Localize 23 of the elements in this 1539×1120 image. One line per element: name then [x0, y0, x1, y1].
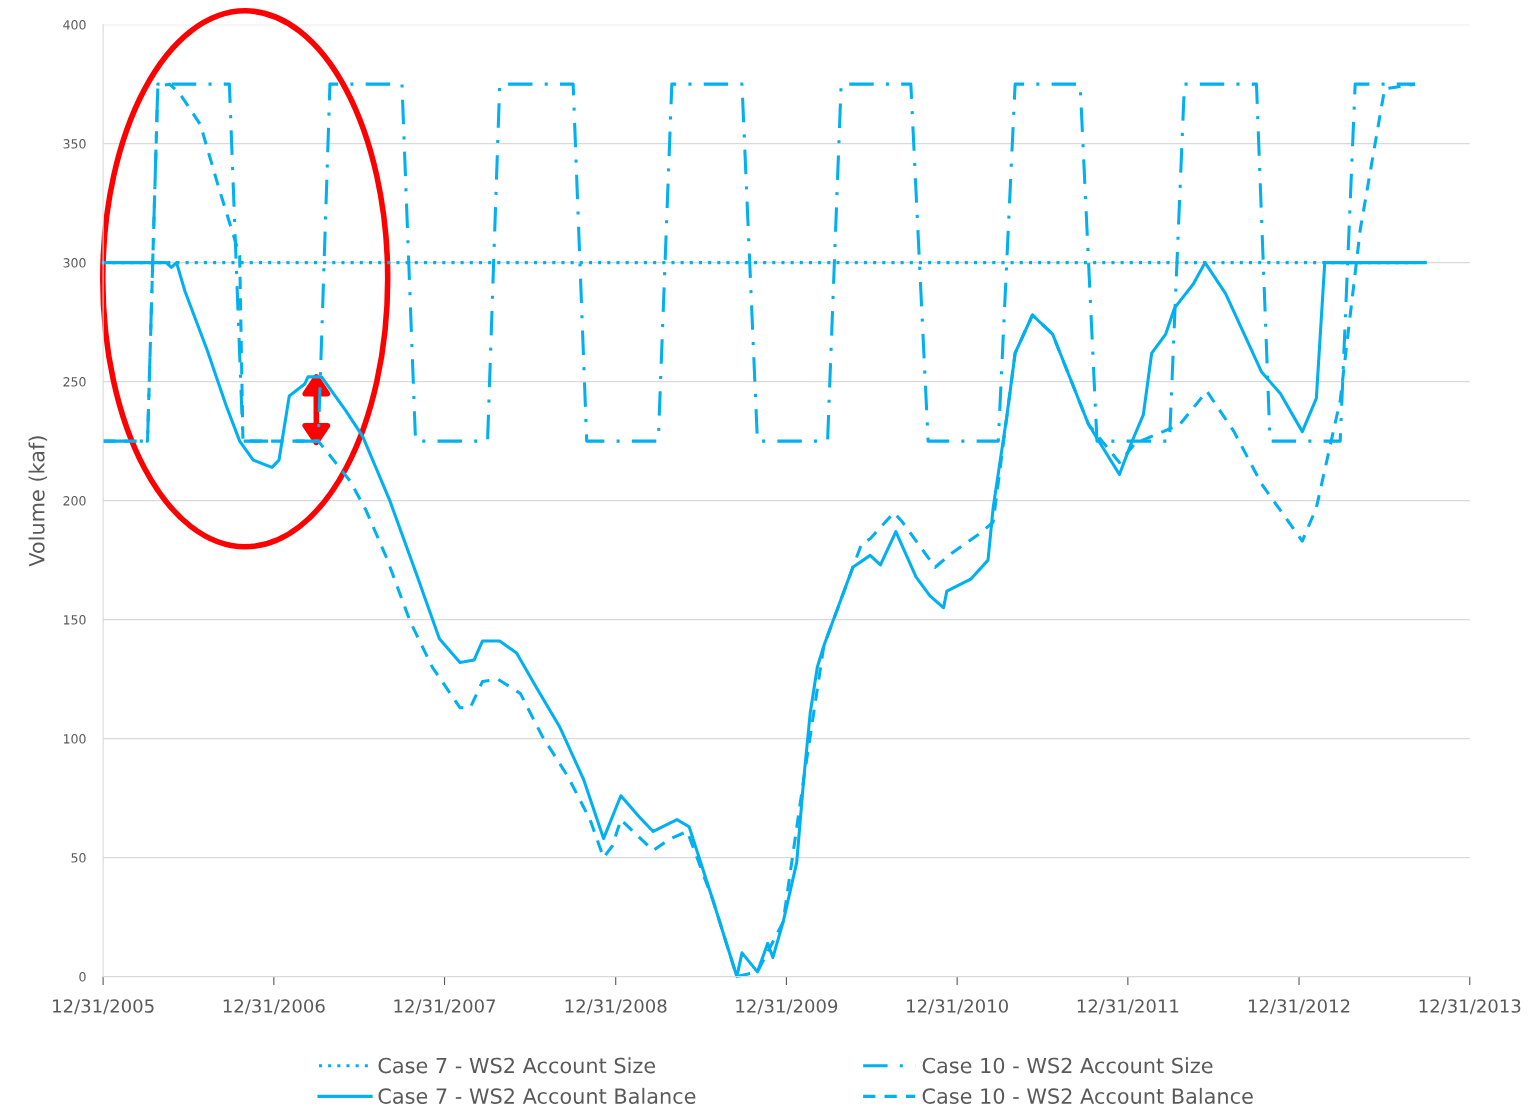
x-tick-label: 12/31/2010 — [907, 999, 1008, 1015]
x-tick-label: 12/31/2013 — [1419, 999, 1521, 1015]
x-tick-label: 12/31/2005 — [53, 999, 154, 1015]
x-tick-label: 12/31/2012 — [1248, 999, 1350, 1015]
x-tick-label: 12/31/2007 — [394, 999, 496, 1015]
y-tick-label: 100 — [63, 734, 86, 744]
y-tick-label: 200 — [63, 496, 86, 506]
y-tick-label: 0 — [79, 972, 86, 982]
x-tick-label: 12/31/2008 — [565, 999, 667, 1015]
y-tick-label: 150 — [63, 615, 86, 625]
x-tick-label: 12/31/2009 — [736, 999, 838, 1015]
y-axis-title: Volume (kaf) — [28, 436, 48, 567]
y-tick-label: 250 — [63, 377, 86, 387]
legend-label: Case 7 - WS2 Account Size — [378, 1057, 656, 1074]
y-tick-label: 300 — [63, 258, 86, 268]
legend-label: Case 7 - WS2 Account Balance — [378, 1087, 696, 1104]
legend-label: Case 10 - WS2 Account Balance — [922, 1087, 1253, 1104]
y-tick-label: 50 — [71, 853, 86, 863]
y-tick-label: 400 — [63, 20, 86, 30]
legend-label: Case 10 - WS2 Account Size — [922, 1057, 1213, 1074]
y-tick-label: 350 — [63, 139, 86, 149]
x-tick-label: 12/31/2006 — [223, 999, 325, 1015]
x-tick-label: 12/31/2011 — [1077, 999, 1179, 1015]
